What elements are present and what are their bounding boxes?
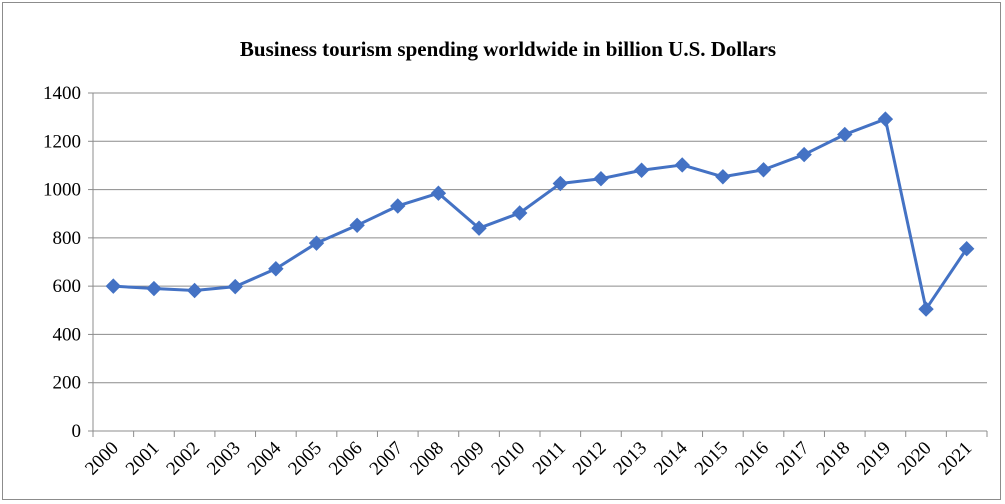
data-point-2018 bbox=[837, 126, 853, 143]
x-tick-label-2006: 2006 bbox=[325, 438, 367, 480]
data-point-2001 bbox=[146, 280, 162, 297]
data-point-2017 bbox=[796, 146, 812, 163]
x-tick-label-2018: 2018 bbox=[813, 438, 855, 480]
x-tick-label-2004: 2004 bbox=[244, 437, 286, 479]
data-point-2004 bbox=[268, 261, 284, 277]
x-tick-label-2021: 2021 bbox=[934, 438, 976, 480]
data-point-2008 bbox=[430, 185, 447, 201]
y-tick-label-1200: 1200 bbox=[43, 131, 81, 152]
data-point-2012 bbox=[593, 171, 609, 187]
data-point-2007 bbox=[390, 198, 406, 214]
data-point-2020 bbox=[918, 301, 934, 317]
data-point-2009 bbox=[471, 220, 487, 236]
y-tick-label-1400: 1400 bbox=[43, 83, 81, 104]
y-tick-label-1000: 1000 bbox=[43, 180, 81, 201]
y-tick-label-200: 200 bbox=[53, 373, 82, 394]
x-tick-label-2020: 2020 bbox=[894, 438, 936, 480]
data-point-2006 bbox=[349, 217, 365, 234]
x-tick-label-2009: 2009 bbox=[447, 438, 489, 480]
x-tick-label-2008: 2008 bbox=[406, 438, 448, 480]
x-tick-label-2011: 2011 bbox=[529, 438, 570, 479]
data-point-2003 bbox=[227, 278, 243, 295]
y-tick-label-400: 400 bbox=[53, 324, 82, 345]
axes bbox=[88, 92, 988, 437]
x-tick-label-2003: 2003 bbox=[203, 438, 245, 480]
data-point-2021 bbox=[958, 241, 975, 257]
data-point-2002 bbox=[186, 282, 203, 299]
x-tick-label-2007: 2007 bbox=[366, 438, 408, 480]
x-tick-label-2013: 2013 bbox=[609, 438, 651, 480]
x-tick-label-2000: 2000 bbox=[81, 438, 123, 480]
x-tick-label-2019: 2019 bbox=[853, 438, 895, 480]
x-tick-label-2016: 2016 bbox=[731, 438, 773, 480]
data-point-2019 bbox=[877, 111, 894, 127]
data-point-2000 bbox=[105, 278, 122, 294]
x-tick-label-2015: 2015 bbox=[691, 438, 733, 480]
data-point-2013 bbox=[633, 162, 650, 178]
x-tick-label-2010: 2010 bbox=[487, 438, 529, 480]
y-tick-label-800: 800 bbox=[53, 228, 82, 249]
chart-title: Business tourism spending worldwide in b… bbox=[240, 37, 776, 61]
x-tick-label-2001: 2001 bbox=[122, 438, 164, 480]
data-point-2010 bbox=[511, 205, 528, 221]
data-point-2011 bbox=[552, 175, 569, 192]
series bbox=[105, 111, 975, 317]
x-tick-label-2014: 2014 bbox=[650, 437, 692, 479]
line-chart: Business tourism spending worldwide in b… bbox=[43, 37, 988, 479]
data-point-2016 bbox=[755, 162, 772, 178]
y-tick-labels: 0 200 400 600 800 1000 1200 1400 bbox=[43, 83, 81, 442]
x-tick-labels: 2000200120022003200420052006200720082009… bbox=[81, 437, 976, 479]
gridlines bbox=[93, 92, 987, 384]
series-line-0 bbox=[113, 117, 968, 311]
y-tick-label-0: 0 bbox=[72, 421, 82, 442]
x-tick-label-2017: 2017 bbox=[772, 438, 814, 480]
y-tick-label-600: 600 bbox=[53, 276, 82, 297]
data-point-2015 bbox=[715, 169, 731, 185]
data-point-2005 bbox=[308, 235, 325, 251]
x-tick-label-2005: 2005 bbox=[284, 438, 326, 480]
x-tick-label-2002: 2002 bbox=[162, 438, 204, 480]
data-point-2014 bbox=[674, 157, 690, 173]
x-tick-label-2012: 2012 bbox=[569, 438, 611, 480]
